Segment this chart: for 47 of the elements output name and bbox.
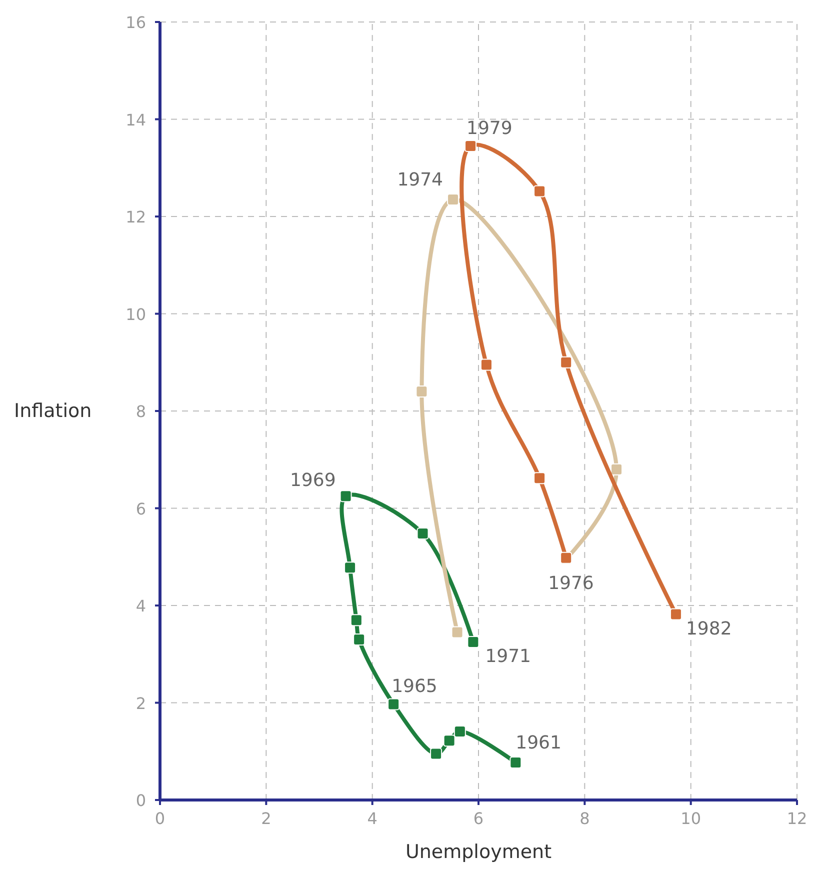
annotation: 1976 (548, 572, 594, 594)
annotation: 1965 (392, 676, 438, 698)
point (451, 626, 464, 638)
annotation: 1971 (485, 646, 532, 667)
y-tick-label: 4 (136, 596, 146, 616)
x-tick-label: 8 (580, 809, 590, 828)
x-tick-label: 6 (473, 809, 484, 828)
point (416, 386, 428, 398)
point (670, 608, 682, 620)
annotation: 1982 (686, 618, 732, 640)
point (447, 193, 460, 206)
y-tick-label: 8 (136, 402, 146, 421)
point (464, 140, 477, 152)
y-tick-label: 6 (136, 499, 146, 518)
point (454, 725, 466, 738)
annotation: 1961 (516, 732, 562, 754)
point (560, 356, 572, 368)
point (510, 756, 522, 769)
point (416, 528, 429, 540)
x-tick-label: 10 (680, 809, 702, 828)
x-tick-label: 4 (367, 809, 378, 828)
annotation: 1974 (397, 169, 444, 190)
point (344, 562, 356, 574)
point (350, 614, 362, 626)
annotation: 1969 (290, 470, 336, 492)
point (443, 734, 456, 747)
point (480, 358, 492, 371)
point (340, 490, 352, 502)
y-tick-label: 14 (126, 110, 146, 130)
y-axis-title: Inflation (14, 400, 92, 422)
annotation: 1979 (466, 118, 512, 139)
x-tick-label: 2 (261, 809, 272, 828)
x-axis-title: Unemployment (405, 841, 552, 863)
point (353, 634, 366, 646)
y-tick-label: 0 (136, 791, 146, 810)
y-tick-label: 10 (126, 304, 146, 324)
y-tick-label: 12 (126, 208, 146, 226)
x-tick-label: 12 (786, 809, 808, 828)
point (534, 185, 546, 198)
y-tick-label: 2 (136, 694, 146, 713)
point (467, 636, 480, 648)
y-tick-label: 16 (126, 13, 146, 32)
point (430, 748, 442, 760)
x-tick-label: 0 (154, 809, 166, 828)
point (388, 698, 400, 710)
point (534, 472, 546, 484)
point (610, 463, 623, 476)
